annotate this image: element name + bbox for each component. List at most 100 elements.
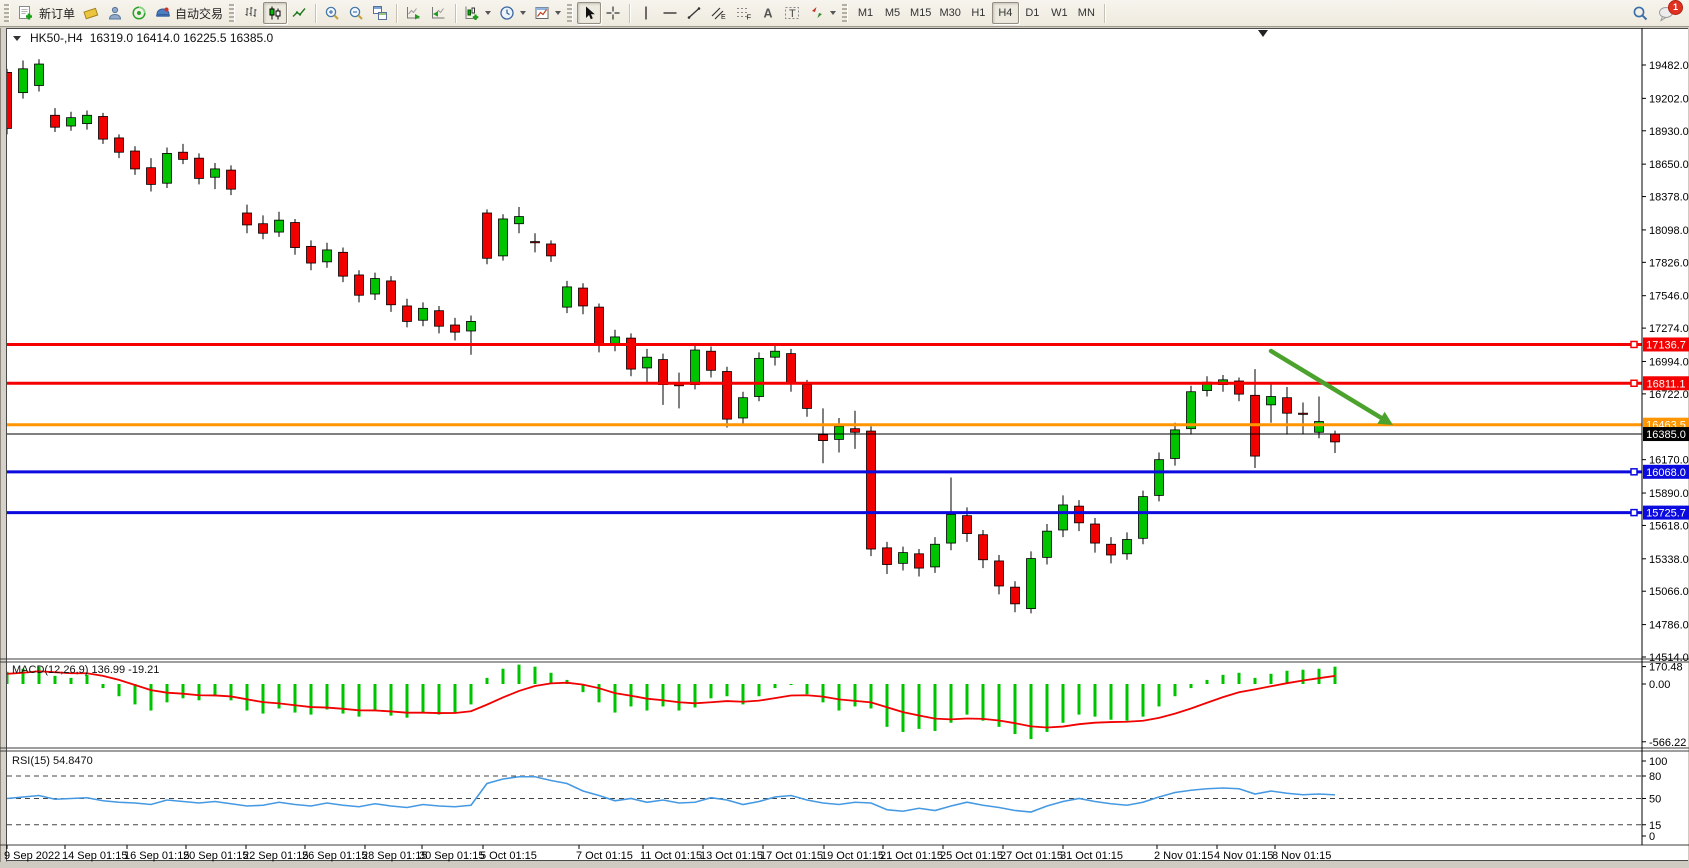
candle-body bbox=[1010, 586, 1020, 605]
candle-body bbox=[514, 216, 524, 225]
zoom-out-button[interactable] bbox=[344, 2, 368, 24]
toolbar-gripper[interactable] bbox=[229, 4, 236, 22]
new-chart-icon bbox=[465, 6, 479, 20]
line-handle[interactable] bbox=[1630, 340, 1638, 349]
trendline-button[interactable] bbox=[682, 2, 706, 24]
timeframe-m30-button[interactable]: M30 bbox=[939, 7, 961, 19]
price-tick-label: 16170.0 bbox=[1649, 455, 1689, 467]
candle-body bbox=[946, 514, 956, 544]
market-watch-button[interactable] bbox=[103, 2, 127, 24]
candle-body bbox=[786, 353, 796, 384]
templates-icon bbox=[535, 7, 549, 19]
trend-arrow-line[interactable] bbox=[1268, 348, 1384, 420]
candle-body bbox=[882, 547, 892, 565]
toolbar-separator bbox=[455, 3, 457, 23]
time-axis-label: 17 Oct 01:15 bbox=[760, 850, 823, 862]
zoom-in-button[interactable] bbox=[320, 2, 344, 24]
price-tick-label: 18650.0 bbox=[1649, 159, 1689, 171]
price-badge bbox=[1643, 505, 1689, 520]
candle-body bbox=[866, 430, 876, 550]
candlestick-chart-icon bbox=[269, 6, 281, 20]
text-label-icon: T bbox=[785, 7, 800, 20]
chart-canvas[interactable]: 19482.0 19202.0 18930.0 18650.0 18378.0 18098… bbox=[0, 28, 1689, 868]
arrows-button[interactable] bbox=[805, 2, 840, 24]
line-handle[interactable] bbox=[1630, 379, 1638, 388]
zoom-out-icon bbox=[349, 6, 363, 20]
tile-windows-button[interactable] bbox=[368, 2, 392, 24]
timeframe-m15-button[interactable]: M15 bbox=[910, 7, 932, 19]
time-axis-label: 31 Oct 01:15 bbox=[1060, 850, 1123, 862]
chat-button[interactable]: 1 bbox=[1653, 0, 1683, 24]
timeframe-mn-button[interactable]: MN bbox=[1077, 7, 1095, 19]
line-chart-button[interactable] bbox=[287, 2, 311, 24]
chart-dropdown-icon[interactable] bbox=[13, 35, 21, 41]
price-badge-label: 16385.0 bbox=[1646, 429, 1686, 441]
timeframe-m5-button[interactable]: M5 bbox=[884, 7, 901, 19]
radar-button[interactable] bbox=[127, 2, 151, 24]
timeframe-w1-button[interactable]: W1 bbox=[1051, 7, 1068, 19]
timeframe-m1-button[interactable]: M1 bbox=[857, 7, 874, 19]
toolbar-gripper[interactable] bbox=[4, 4, 10, 22]
rsi-tick-label: 80 bbox=[1649, 771, 1661, 783]
time-axis-label: 21 Oct 01:15 bbox=[880, 850, 943, 862]
timeframe-h4-button[interactable]: H4 bbox=[991, 2, 1019, 24]
rsi-tick-label: 15 bbox=[1649, 820, 1661, 832]
chart-shift-marker[interactable] bbox=[1258, 30, 1268, 37]
cursor-button[interactable] bbox=[577, 2, 602, 24]
price-badge-label: 17136.7 bbox=[1646, 339, 1686, 351]
candle-body bbox=[994, 560, 1004, 587]
price-badge bbox=[1643, 337, 1689, 352]
line-handle[interactable] bbox=[1630, 508, 1638, 517]
price-badge bbox=[1643, 376, 1689, 391]
arrows-icon bbox=[812, 7, 823, 18]
vertical-line-button[interactable] bbox=[634, 2, 658, 24]
radar-icon bbox=[132, 6, 146, 20]
toolbar-gripper[interactable] bbox=[842, 4, 849, 22]
periods-button[interactable] bbox=[495, 2, 530, 24]
line-handle[interactable] bbox=[1630, 468, 1638, 476]
chart-ohlc-values: 16319.0 16414.0 16225.5 16385.0 bbox=[89, 31, 274, 45]
crosshair-button[interactable] bbox=[601, 2, 625, 24]
auto-scroll-button[interactable] bbox=[401, 2, 426, 24]
candle-body bbox=[914, 553, 924, 569]
time-axis-label: 2 Nov 01:15 bbox=[1154, 850, 1213, 862]
notes-button[interactable] bbox=[79, 2, 103, 24]
candle-body bbox=[130, 150, 140, 170]
macd-tick-label: 170.48 bbox=[1649, 662, 1683, 674]
candle-body bbox=[402, 305, 412, 322]
chart-shift-button[interactable] bbox=[426, 2, 451, 24]
macd-tick-label: 0.00 bbox=[1649, 679, 1670, 691]
candle-body bbox=[1266, 396, 1276, 406]
new-order-button[interactable]: 新订单 bbox=[14, 2, 79, 24]
text-button[interactable]: A bbox=[756, 2, 780, 24]
price-tick-label: 19482.0 bbox=[1649, 60, 1689, 72]
timeframe-h1-button[interactable]: H1 bbox=[971, 7, 986, 19]
time-axis-label: 30 Sep 01:15 bbox=[419, 850, 484, 862]
candle-body bbox=[754, 357, 764, 397]
candle-body bbox=[770, 350, 780, 358]
text-label-button[interactable]: T bbox=[780, 2, 805, 24]
toolbar-separator bbox=[1103, 3, 1105, 23]
fibonacci-button[interactable]: F bbox=[731, 2, 756, 24]
line-chart-icon bbox=[292, 8, 306, 17]
candle-body bbox=[338, 251, 348, 277]
templates-button[interactable] bbox=[530, 2, 565, 24]
channel-button[interactable]: E bbox=[706, 2, 731, 24]
search-button[interactable] bbox=[1628, 2, 1653, 24]
auto-trading-button[interactable]: 自动交易 bbox=[151, 2, 227, 24]
toolbar-gripper[interactable] bbox=[567, 4, 574, 22]
rsi-tick-label: 50 bbox=[1649, 794, 1661, 806]
timeframe-d1-button[interactable]: D1 bbox=[1025, 7, 1040, 19]
vertical-line-icon bbox=[645, 6, 647, 20]
bar-chart-button[interactable] bbox=[239, 2, 263, 24]
rsi-tick-label: 0 bbox=[1649, 831, 1655, 843]
candle-body bbox=[1026, 558, 1036, 610]
candle-body bbox=[1090, 523, 1100, 544]
new-chart-button[interactable] bbox=[460, 2, 495, 24]
svg-text:A: A bbox=[764, 7, 773, 21]
chart-window bbox=[6, 28, 1688, 861]
candle-body bbox=[1058, 504, 1068, 531]
horizontal-line-button[interactable] bbox=[658, 2, 682, 24]
candlestick-chart-button[interactable] bbox=[263, 2, 288, 24]
price-tick-label: 17274.0 bbox=[1649, 323, 1689, 335]
